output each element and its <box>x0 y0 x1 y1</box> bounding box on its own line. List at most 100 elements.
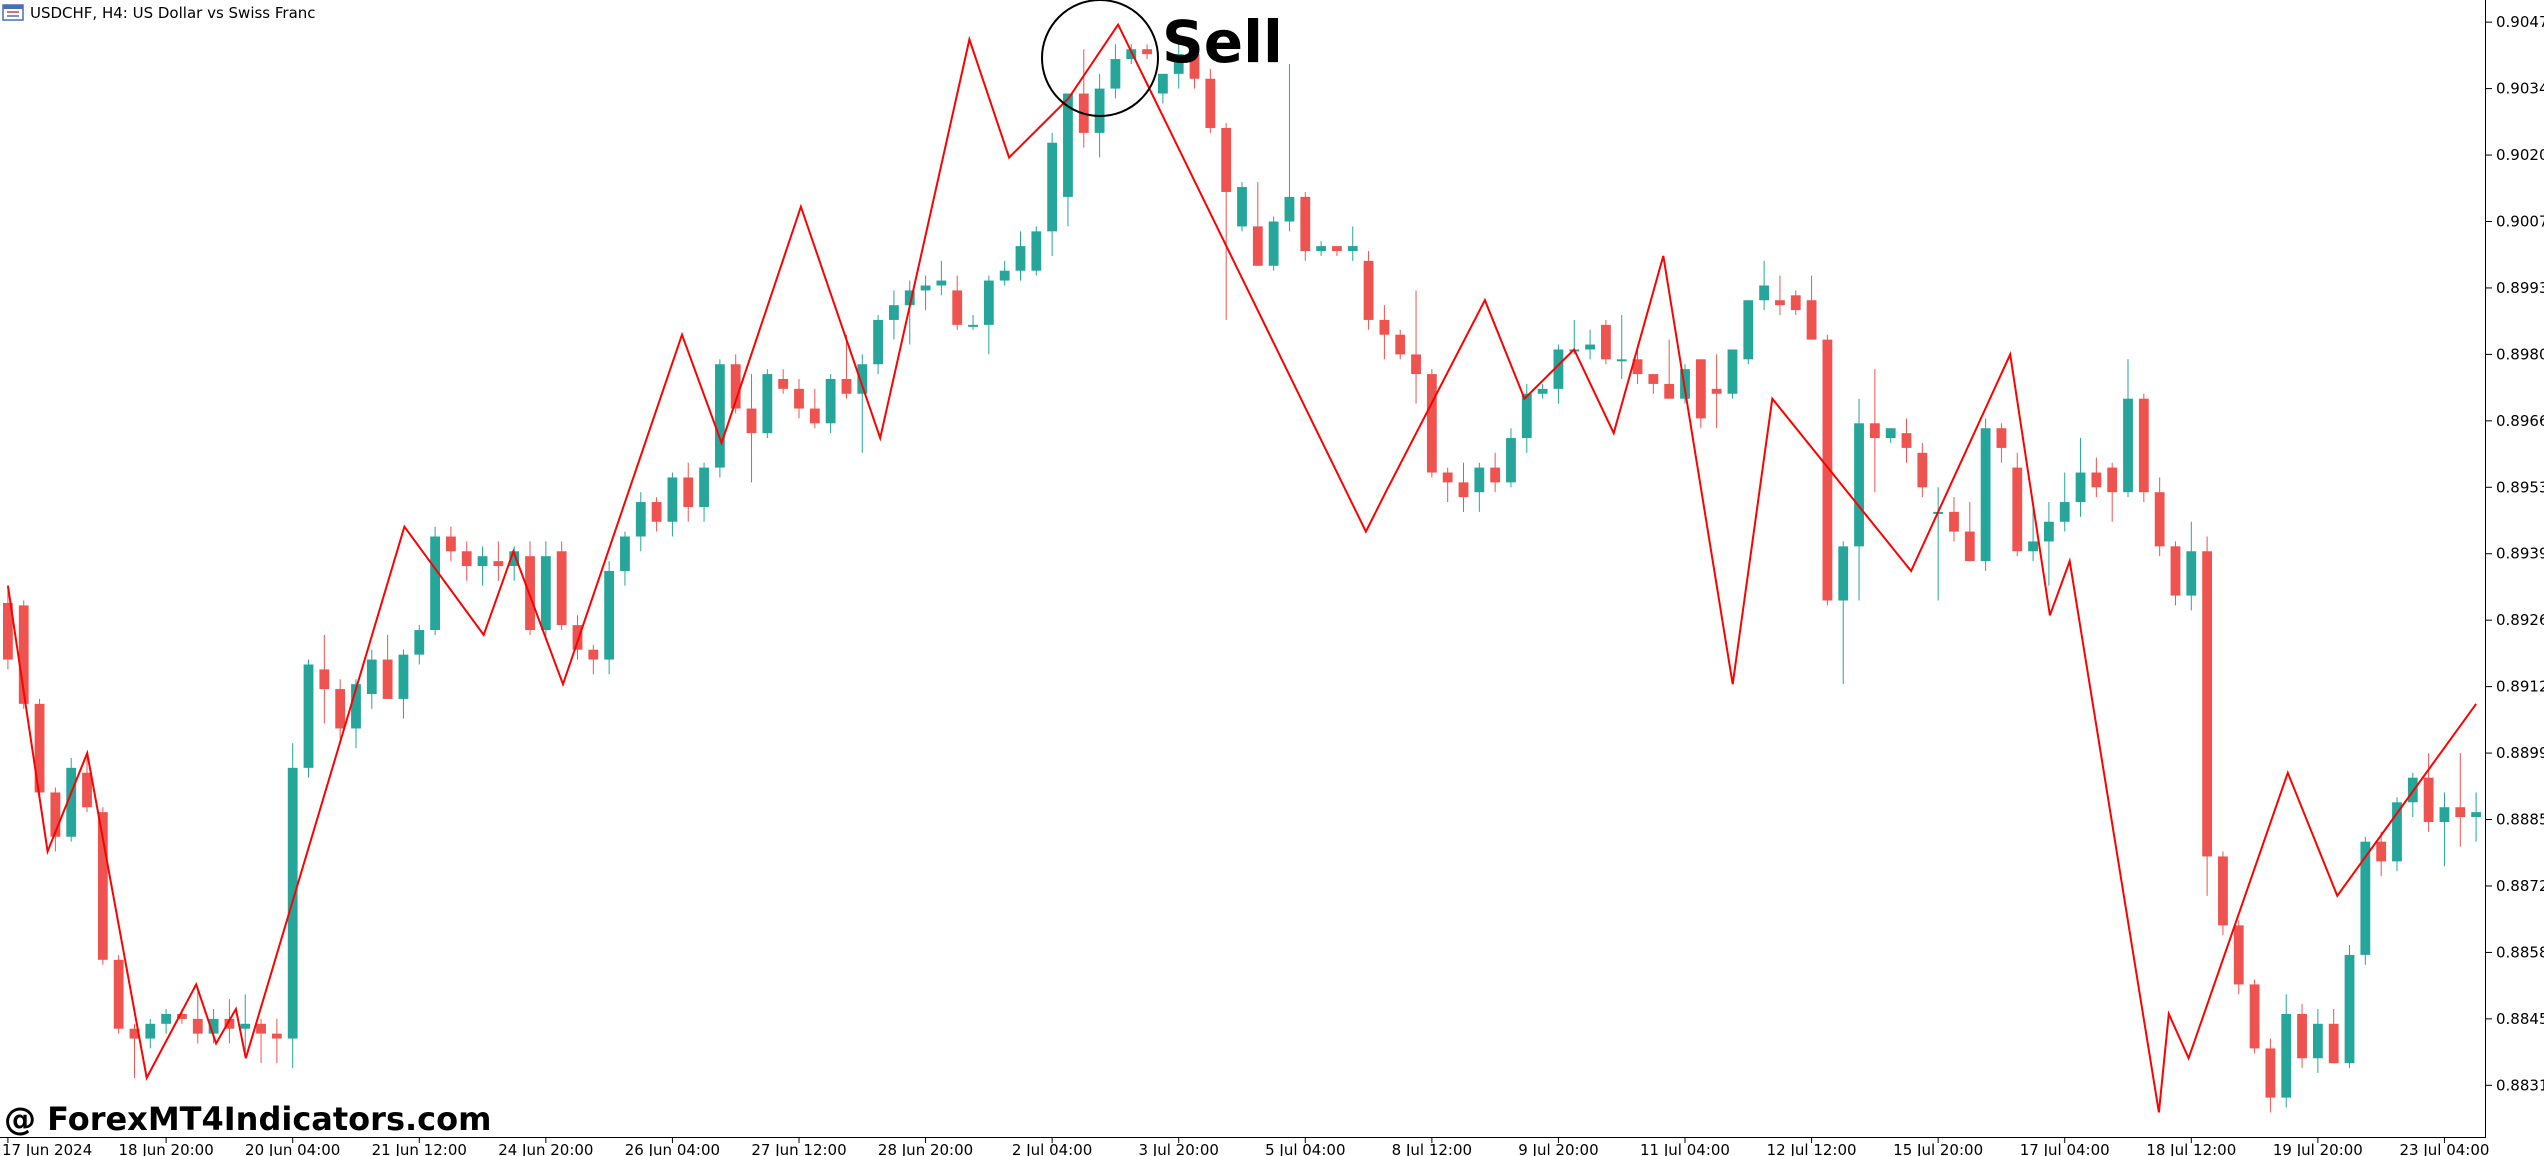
candle-body-bear <box>1600 324 1611 360</box>
candle-body-bull <box>1157 73 1168 94</box>
candle-body-bear <box>224 1018 235 1029</box>
candle <box>1363 251 1374 330</box>
candle <box>1157 73 1168 104</box>
candle <box>936 260 947 296</box>
candle-body-bull <box>351 684 361 729</box>
candle-body-bear <box>1411 354 1421 375</box>
candle-body-bear <box>2233 925 2244 985</box>
candle <box>1949 497 1959 542</box>
zigzag-indicator-line <box>6 22 2477 1113</box>
candle-body-bear <box>1458 482 1469 498</box>
candle-body-bull <box>920 285 931 291</box>
candle <box>1189 39 1200 89</box>
candle <box>1474 462 1485 512</box>
time-tick-label: 12 Jul 12:00 <box>1767 1141 1857 1156</box>
candle-body-bull <box>540 556 551 631</box>
candle-body-bull <box>145 1023 156 1039</box>
candle <box>1537 383 1548 399</box>
candle <box>1711 354 1722 429</box>
candle <box>1015 231 1026 281</box>
candle <box>1426 369 1437 478</box>
candle-body-bull <box>1521 393 1532 439</box>
candle-body-bull <box>366 659 377 695</box>
candle-body-bull <box>999 270 1010 281</box>
price-tick-label: 0.90475 <box>2496 13 2544 31</box>
candle-body-bear <box>2423 777 2434 822</box>
candle-body-bull <box>2392 802 2402 862</box>
candle-body-bull <box>2360 841 2371 955</box>
candle-body-bull <box>1854 423 1864 547</box>
candle <box>809 388 820 429</box>
candle-body-bear <box>1490 467 1501 483</box>
candle-body-bull <box>2471 812 2481 818</box>
candle-body-bear <box>1300 196 1311 252</box>
candle <box>1142 44 1152 60</box>
candle-body-bull <box>2123 398 2133 493</box>
candle-body-bear <box>572 625 583 650</box>
candle-body-bull <box>509 551 520 567</box>
candle-body-bull <box>2075 472 2086 503</box>
time-tick-label: 11 Jul 04:00 <box>1640 1141 1730 1156</box>
candle-body-bear <box>192 1018 203 1034</box>
candle-body-bear <box>1775 300 1785 306</box>
time-tick-label: 20 Jun 04:00 <box>245 1141 340 1156</box>
candle <box>841 334 852 399</box>
candle-body-bull <box>1316 246 1327 252</box>
candle-body-bull <box>635 502 646 537</box>
candle <box>1553 344 1564 404</box>
candle-body-bull <box>1980 428 1991 562</box>
candle <box>2423 753 2434 832</box>
candle-body-bear <box>1822 339 1833 601</box>
candle-body-bear <box>2012 467 2023 552</box>
candle-body-bull <box>968 324 978 327</box>
candle-body-bear <box>746 408 757 434</box>
time-tick-label: 17 Jun 2024 <box>2 1141 92 1156</box>
candle <box>50 787 61 852</box>
price-tick-label: 0.89395 <box>2496 545 2544 563</box>
candle <box>319 634 330 724</box>
candle-body-bear <box>651 502 662 522</box>
candle-body-bull <box>825 379 836 424</box>
candle <box>1600 319 1611 365</box>
candle <box>556 541 567 631</box>
candle <box>825 374 836 434</box>
candle <box>1173 44 1184 89</box>
candle <box>540 541 551 640</box>
candle <box>1031 226 1042 276</box>
candle <box>271 1018 282 1064</box>
candle-body-bull <box>714 364 725 468</box>
candle <box>1996 423 2007 463</box>
candle <box>1648 374 1659 394</box>
candle-body-bear <box>446 536 456 552</box>
candle-body-bull <box>1838 546 1849 601</box>
candle-body-bull <box>1727 349 1738 394</box>
candle <box>161 1009 172 1034</box>
candle-body-bear <box>2154 492 2165 547</box>
candle <box>382 634 393 699</box>
candle-body-bull <box>936 280 947 286</box>
candle-body-bear <box>2202 551 2213 857</box>
candle <box>1063 93 1073 227</box>
candle <box>604 561 615 675</box>
candle <box>1205 68 1216 133</box>
candle <box>1411 290 1421 404</box>
candle <box>1237 182 1247 232</box>
candle-body-bull <box>2028 541 2038 552</box>
candle <box>1506 428 1516 488</box>
candle-body-bear <box>335 689 346 729</box>
candle-body-bull <box>1126 49 1137 60</box>
candle-body-bull <box>1031 231 1042 271</box>
time-tick-label: 17 Jul 04:00 <box>2020 1141 2110 1156</box>
candle-body-bear <box>1790 295 1801 311</box>
candle <box>2455 753 2466 847</box>
candle <box>2392 797 2402 872</box>
candle <box>2218 851 2228 936</box>
price-tick-label: 0.88315 <box>2496 1076 2544 1094</box>
candle-body-bear <box>493 561 504 567</box>
candle-body-bull <box>240 1023 251 1029</box>
